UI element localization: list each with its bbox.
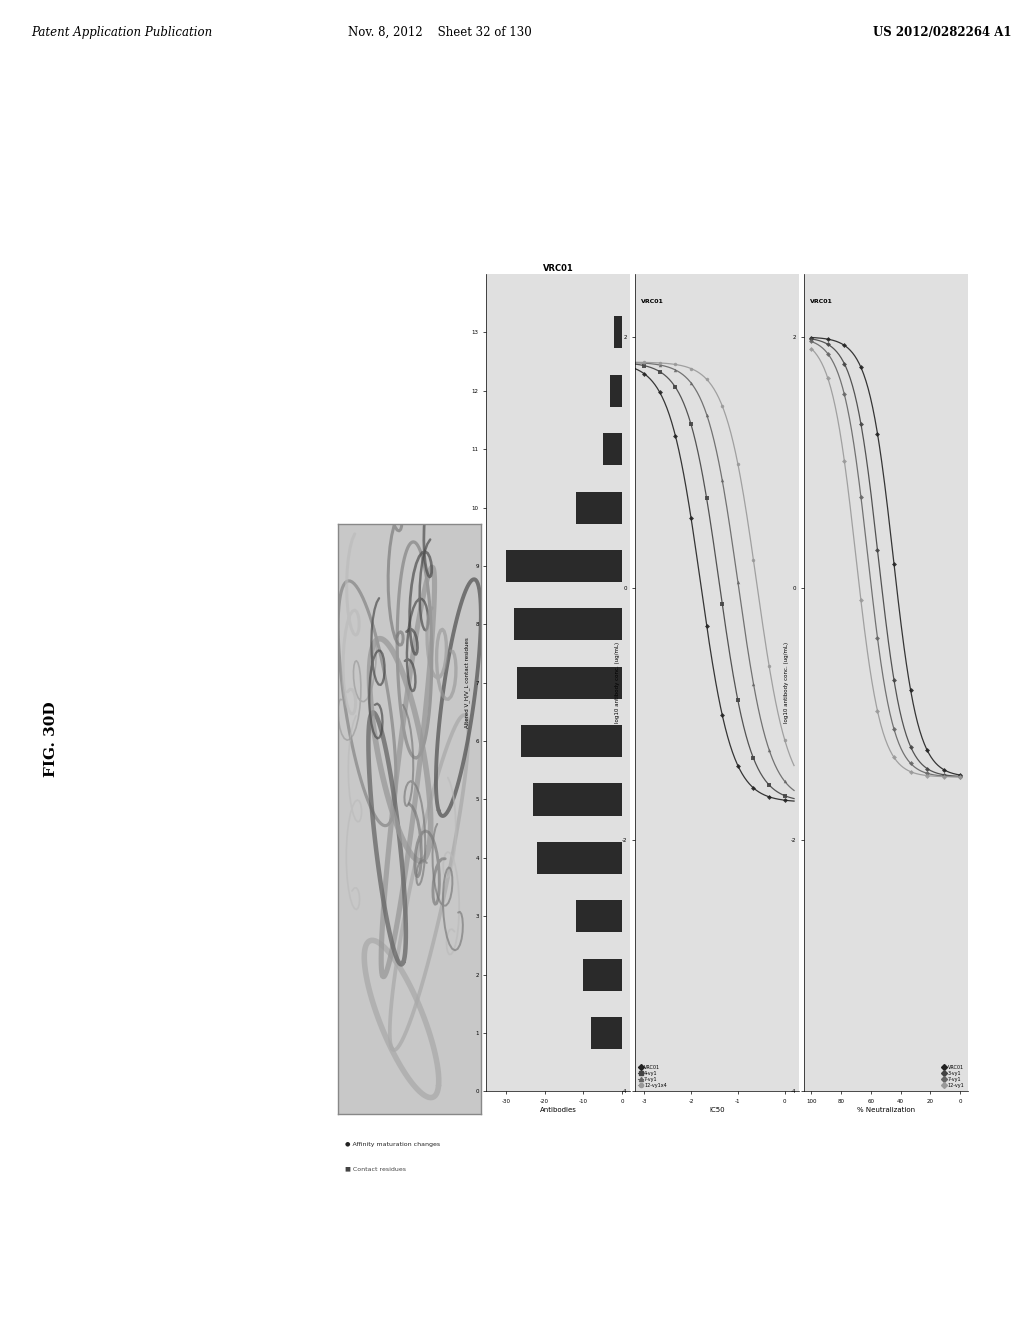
- Bar: [584, 958, 622, 991]
- Bar: [610, 375, 622, 407]
- Bar: [591, 1016, 622, 1049]
- Legend: VRC01, 4-vy1, 7-vy1, 12-vy1x4: VRC01, 4-vy1, 7-vy1, 12-vy1x4: [637, 1064, 668, 1089]
- Y-axis label: log10 antibody conc. (ug/mL): log10 antibody conc. (ug/mL): [615, 642, 621, 723]
- Text: FIG. 30D: FIG. 30D: [44, 701, 58, 777]
- Text: Nov. 8, 2012    Sheet 32 of 130: Nov. 8, 2012 Sheet 32 of 130: [348, 26, 532, 40]
- Text: VRC01: VRC01: [641, 298, 665, 304]
- Text: VRC01: VRC01: [810, 298, 834, 304]
- Legend: VRC01, 3-vy1, 7-vy1, 12-vy1: VRC01, 3-vy1, 7-vy1, 12-vy1: [941, 1064, 966, 1089]
- Bar: [575, 900, 622, 932]
- Y-axis label: log10 antibody conc. (ug/mL): log10 antibody conc. (ug/mL): [784, 642, 790, 723]
- Bar: [537, 842, 622, 874]
- Y-axis label: Altered V_H/V_L contact residues: Altered V_H/V_L contact residues: [465, 638, 470, 729]
- Bar: [517, 667, 622, 698]
- X-axis label: IC50: IC50: [709, 1106, 725, 1113]
- Bar: [603, 433, 622, 465]
- Text: US 2012/0282264 A1: US 2012/0282264 A1: [872, 26, 1012, 40]
- Bar: [506, 550, 622, 582]
- X-axis label: Antibodies: Antibodies: [540, 1106, 577, 1113]
- Text: ■ Contact residues: ■ Contact residues: [345, 1167, 407, 1172]
- Bar: [513, 609, 622, 640]
- Text: Patent Application Publication: Patent Application Publication: [31, 26, 212, 40]
- Bar: [532, 783, 622, 816]
- Bar: [614, 317, 622, 348]
- Text: ● Affinity maturation changes: ● Affinity maturation changes: [345, 1142, 440, 1147]
- X-axis label: % Neutralization: % Neutralization: [857, 1106, 914, 1113]
- Bar: [521, 725, 622, 758]
- Bar: [575, 491, 622, 524]
- Title: VRC01: VRC01: [543, 264, 573, 273]
